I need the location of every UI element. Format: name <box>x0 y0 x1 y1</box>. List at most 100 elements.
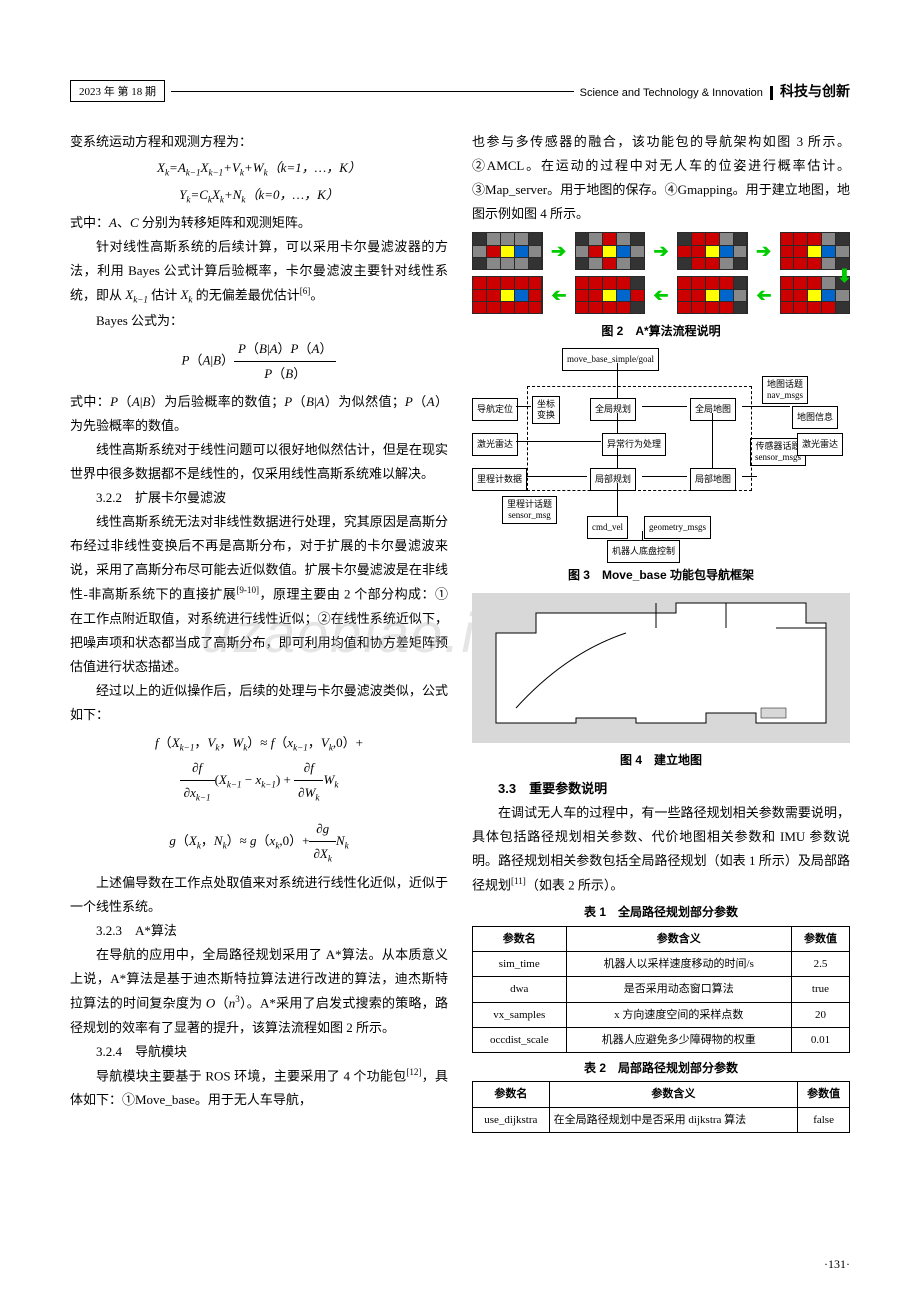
diagram-line <box>516 441 601 442</box>
table-cell: 机器人应避免多少障碍物的权重 <box>566 1027 791 1052</box>
table-header: 参数含义 <box>549 1082 798 1107</box>
table-cell: 0.01 <box>791 1027 849 1052</box>
astar-grid <box>575 232 646 270</box>
table-row: 参数名 参数含义 参数值 <box>473 1082 850 1107</box>
table-header: 参数值 <box>798 1082 850 1107</box>
text: 经过以上的近似操作后，后续的处理与卡尔曼滤波类似，公式如下： <box>70 679 448 727</box>
table-caption: 表 1 全局路径规划部分参数 <box>472 901 850 923</box>
page-header: 2023 年 第 18 期 Science and Technology & I… <box>70 80 850 102</box>
diagram-box: geometry_msgs <box>644 516 711 539</box>
diagram-box: 激光雷达 <box>472 433 518 456</box>
diagram-line <box>642 476 687 477</box>
diagram-box: 里程计数据 <box>472 468 527 491</box>
figure-caption: 图 4 建立地图 <box>472 749 850 771</box>
figure-caption: 图 3 Move_base 功能包导航框架 <box>472 564 850 586</box>
diagram-box: 里程计话题sensor_msg <box>502 496 557 524</box>
text: 上述偏导数在工作点处取值来对系统进行线性化近似，近似于一个线性系统。 <box>70 871 448 919</box>
text: 式中：A、C 分别为转移矩阵和观测矩阵。 <box>70 211 448 235</box>
table-row: occdist_scale机器人应避免多少障碍物的权重0.01 <box>473 1027 850 1052</box>
astar-grid <box>677 276 748 314</box>
table-cell: 在全局路径规划中是否采用 dijkstra 算法 <box>549 1107 798 1132</box>
left-column: 变系统运动方程和观测方程为： Xk=Ak−1Xk−1+Vk+Wk（k=1，…，K… <box>70 130 448 1137</box>
table-cell: 机器人以采样速度移动的时间/s <box>566 951 791 976</box>
section-heading: 3.3 重要参数说明 <box>472 777 850 801</box>
diagram-box: move_base_simple/goal <box>562 348 659 371</box>
arrow-down-icon: ⬇ <box>837 260 852 293</box>
journal-en: Science and Technology & Innovation <box>580 87 763 99</box>
table-header: 参数值 <box>791 926 849 951</box>
diagram-box: 地图话题nav_msgs <box>762 376 808 404</box>
figure-3: move_base_simple/goal 导航定位 坐标变换 全局规划 全局地… <box>472 348 850 558</box>
text: 针对线性高斯系统的后续计算，可以采用卡尔曼滤波器的方法，利用 Bayes 公式计… <box>70 235 448 309</box>
table-cell: sim_time <box>473 951 567 976</box>
text: 在调试无人车的过程中，有一些路径规划相关参数需要说明，具体包括路径规划相关参数、… <box>472 801 850 898</box>
figure-caption: 图 2 A*算法流程说明 <box>472 320 850 342</box>
astar-grid <box>677 232 748 270</box>
journal-title: Science and Technology & Innovation 科技与创… <box>580 81 850 101</box>
text: 线性高斯系统对于线性问题可以很好地似然估计，但是在现实世界中很多数据都不是线性的… <box>70 438 448 486</box>
table-cell: dwa <box>473 977 567 1002</box>
table-1: 参数名 参数含义 参数值 sim_time机器人以采样速度移动的时间/s2.5 … <box>472 926 850 1054</box>
table-cell: true <box>791 977 849 1002</box>
journal-cn: 科技与创新 <box>780 83 850 99</box>
diagram-line <box>712 413 713 468</box>
table-cell: use_dijkstra <box>473 1107 550 1132</box>
table-cell: 是否采用动态窗口算法 <box>566 977 791 1002</box>
diagram-line <box>642 406 687 407</box>
diagram-line <box>527 476 587 477</box>
table-2: 参数名 参数含义 参数值 use_dijkstra在全局路径规划中是否采用 di… <box>472 1081 850 1133</box>
table-cell: 2.5 <box>791 951 849 976</box>
text: 导航模块主要基于 ROS 环境，主要采用了 4 个功能包[12]，具体如下：①M… <box>70 1064 448 1112</box>
diagram-line <box>516 406 531 407</box>
equation: f（Xk−1，Vk，Wk）≈ f（xk−1，Vk,0）+ ∂f∂xk−1(Xk−… <box>70 731 448 807</box>
diagram-box: 导航定位 <box>472 398 518 421</box>
astar-grid <box>472 276 543 314</box>
text: Bayes 公式为： <box>70 309 448 333</box>
subheading: 3.2.2 扩展卡尔曼滤波 <box>70 486 448 510</box>
table-row: sim_time机器人以采样速度移动的时间/s2.5 <box>473 951 850 976</box>
text: 线性高斯系统无法对非线性数据进行处理，究其原因是高斯分布经过非线性变换后不再是高… <box>70 510 448 679</box>
table-cell: 20 <box>791 1002 849 1027</box>
diagram-line <box>617 413 618 433</box>
map-svg <box>472 593 850 743</box>
arrow-icon: ➔ <box>549 232 569 270</box>
figure-2: ➔ ➔ ➔ ➔ ➔ ➔ ⬇ <box>472 232 850 314</box>
text: 也参与多传感器的融合，该功能包的导航架构如图 3 所示。②AMCL。在运动的过程… <box>472 130 850 226</box>
table-row: 参数名 参数含义 参数值 <box>473 926 850 951</box>
arrow-icon: ➔ <box>754 276 774 314</box>
table-header: 参数含义 <box>566 926 791 951</box>
table-cell: occdist_scale <box>473 1027 567 1052</box>
table-header: 参数名 <box>473 1082 550 1107</box>
right-column: 也参与多传感器的融合，该功能包的导航架构如图 3 所示。②AMCL。在运动的过程… <box>472 130 850 1137</box>
table-cell: vx_samples <box>473 1002 567 1027</box>
diagram-box: 地图信息 <box>792 406 838 429</box>
arrow-icon: ➔ <box>754 232 774 270</box>
diagram-box: cmd_vel <box>587 516 628 539</box>
astar-grid <box>575 276 646 314</box>
subheading: 3.2.3 A*算法 <box>70 919 448 943</box>
diagram-box: 机器人底盘控制 <box>607 540 680 563</box>
table-row: use_dijkstra在全局路径规划中是否采用 dijkstra 算法fals… <box>473 1107 850 1132</box>
header-rule <box>171 91 574 92</box>
table-cell: x 方向速度空间的采样点数 <box>566 1002 791 1027</box>
table-caption: 表 2 局部路径规划部分参数 <box>472 1057 850 1079</box>
separator-bar <box>770 86 773 100</box>
table-cell: false <box>798 1107 850 1132</box>
arrow-icon: ➔ <box>651 276 671 314</box>
figure-4 <box>472 593 850 743</box>
equation: P（A|B）P（B|A）P（A）P（B） <box>70 337 448 386</box>
arrow-icon: ➔ <box>651 232 671 270</box>
diagram-box: 激光雷达 <box>797 433 843 456</box>
text: 在导航的应用中，全局路径规划采用了 A*算法。从本质意义上说，A*算法是基于迪杰… <box>70 943 448 1040</box>
diagram-line <box>617 363 618 398</box>
diagram-line <box>742 406 790 407</box>
table-row: dwa是否采用动态窗口算法true <box>473 977 850 1002</box>
text: 式中：P（A|B）为后验概率的数值；P（B|A）为似然值；P（A）为先验概率的数… <box>70 390 448 438</box>
diagram-line <box>617 448 618 468</box>
issue-box: 2023 年 第 18 期 <box>70 80 165 102</box>
content-columns: 变系统运动方程和观测方程为： Xk=Ak−1Xk−1+Vk+Wk（k=1，…，K… <box>70 130 850 1137</box>
diagram-line <box>742 476 757 477</box>
table-header: 参数名 <box>473 926 567 951</box>
table-row: vx_samplesx 方向速度空间的采样点数20 <box>473 1002 850 1027</box>
text: 变系统运动方程和观测方程为： <box>70 130 448 154</box>
